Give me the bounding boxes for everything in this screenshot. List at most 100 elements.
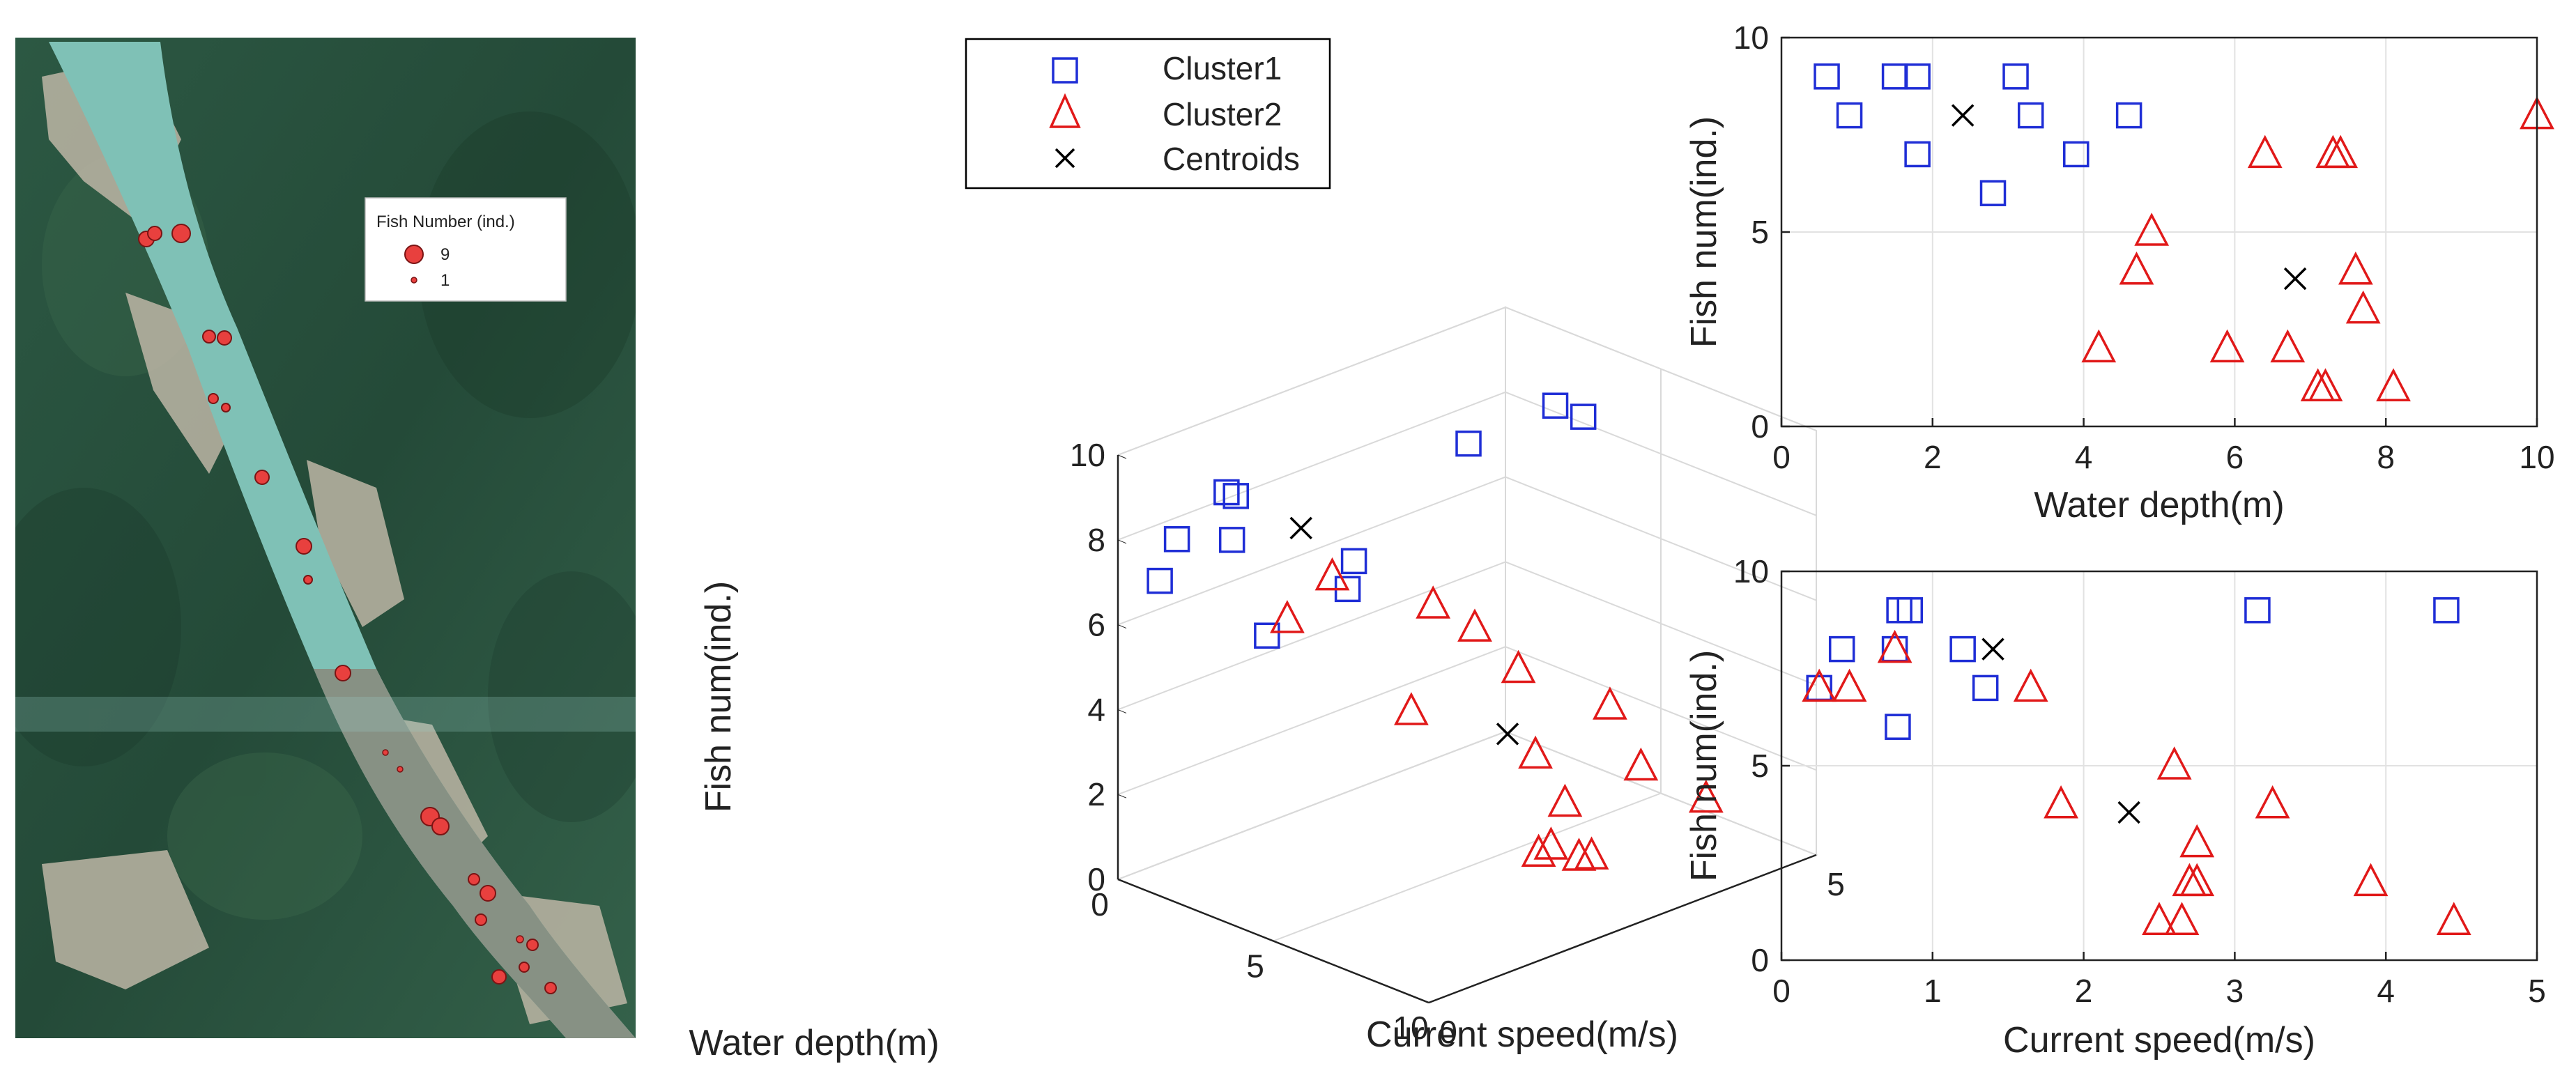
pA-xtick-label: 6 [2226, 439, 2244, 475]
cluster2-marker [2013, 668, 2048, 702]
cluster1-marker [2433, 597, 2460, 624]
p3-xgrid [1273, 792, 1662, 942]
map-legend-title: Fish Number (ind.) [376, 213, 515, 231]
cluster2-marker [1832, 668, 1867, 702]
plot-current-speed: 0 1 2 3 4 5 0 5 10 Current speed(m/s) Fish num(i… [1684, 553, 2546, 1060]
cluster1-marker [1147, 567, 1173, 594]
fish-point [468, 873, 480, 886]
fish-points [138, 224, 557, 994]
fish-point [254, 470, 270, 485]
pB-xtick-label: 4 [2377, 973, 2395, 1009]
pA-xtick-label: 2 [1924, 439, 1942, 475]
cluster1-marker [1163, 526, 1190, 553]
p3-ztick [1117, 794, 1127, 799]
pB-ytick-label: 0 [1751, 942, 1769, 978]
p3-axes [1117, 455, 1817, 1004]
cluster1-marker [1828, 635, 1855, 663]
pB-ylabel: Fish num(ind.) [1684, 650, 1724, 881]
cluster2-marker [1561, 838, 1597, 871]
fish-point [221, 403, 231, 412]
pA-ticks: 0 2 4 6 8 10 0 5 10 [1733, 20, 2555, 475]
p3-ytick-label: 5 [1827, 866, 1845, 902]
pB-ytick-label: 5 [1751, 748, 1769, 784]
cluster2-marker [1688, 779, 1724, 813]
p3-ztick-label: 6 [1087, 607, 1105, 643]
cluster2-marker [2255, 785, 2290, 819]
cluster2-marker [2134, 213, 2170, 246]
fish-point [519, 962, 530, 973]
cluster1-marker [1979, 180, 2007, 206]
pA-xtick-label: 8 [2377, 439, 2395, 475]
cluster1-marker [1218, 527, 1245, 553]
cluster2-marker [1518, 735, 1553, 769]
pA-frame [1780, 36, 2538, 428]
fish-point [171, 224, 191, 243]
cluster2-marker [2323, 134, 2359, 169]
fish-point [382, 749, 389, 756]
cluster2-marker [1521, 833, 1556, 867]
pA-xtick-label: 10 [2519, 439, 2554, 475]
pB-xtick-label: 1 [1924, 973, 1942, 1009]
fish-point [431, 817, 450, 835]
pB-xlabel: Current speed(m/s) [2003, 1020, 2315, 1060]
plot-3d: 0 2 4 6 8 10 0 5 10 0 5 Fish num(ind.) Water depth… [689, 306, 1845, 1063]
fish-point [303, 575, 313, 585]
centroid-marker [1289, 516, 1312, 540]
cluster2-marker [2081, 329, 2117, 363]
map-legend-small-label: 1 [440, 271, 450, 290]
p3-ztick-label: 8 [1087, 522, 1105, 558]
pB-xtick-label: 0 [1772, 973, 1791, 1009]
legend-square-icon [1052, 57, 1078, 84]
cluster2-marker [2345, 290, 2381, 324]
map-panel: Fish Number (ind.) 9 1 [15, 38, 636, 1038]
cluster1-marker [1904, 63, 1931, 90]
plot-water-depth: 0 2 4 6 8 10 0 5 10 Water depth(m) Fish num(ind.… [1684, 20, 2555, 525]
cluster2-marker [2209, 329, 2245, 363]
river [49, 42, 636, 1038]
p3-ztick [1117, 624, 1127, 629]
p3-yaxis [1428, 854, 1817, 1004]
cluster1-marker [2002, 63, 2029, 90]
cluster1-marker [2063, 141, 2090, 168]
pB-frame [1780, 570, 2538, 962]
centroid-marker [1496, 723, 1519, 746]
cluster2-marker [2353, 863, 2389, 897]
cluster2-marker [1593, 686, 1627, 720]
cluster2-marker [2156, 746, 2192, 780]
centroid-marker [1981, 638, 2004, 661]
cluster1-marker [1542, 392, 1569, 419]
p3-ytick-label: 0 [1439, 1014, 1457, 1050]
p3-marks [1147, 392, 1724, 871]
map-legend-large-marker [404, 245, 424, 264]
fish-point [516, 935, 524, 943]
fish-point [475, 913, 487, 926]
cluster2-marker [1877, 629, 1912, 663]
cluster2-marker [2376, 368, 2411, 401]
p3-grid [1116, 306, 1818, 1004]
cluster2-marker [2044, 785, 2078, 819]
cluster2-marker [1802, 668, 1837, 702]
cluster2-marker [2308, 368, 2343, 401]
cluster2-marker [2164, 902, 2200, 935]
cluster1-marker [2115, 102, 2142, 129]
pA-xlabel: Water depth(m) [2034, 485, 2284, 525]
cluster2-marker [1457, 608, 1492, 642]
pA-ytick-label: 5 [1751, 214, 1769, 250]
centroid-marker [2117, 801, 2140, 824]
cluster1-marker [2017, 102, 2044, 129]
legend-cluster1-label: Cluster1 [1163, 50, 1282, 86]
p3-ztick [1117, 709, 1127, 713]
cluster1-marker [1222, 483, 1249, 509]
p3-ztick [1117, 454, 1127, 459]
centroid-marker [2283, 267, 2307, 291]
pA-xtick-label: 0 [1772, 439, 1791, 475]
fish-point [491, 969, 507, 985]
fish-point [296, 538, 312, 555]
cluster2-marker [1501, 649, 1536, 684]
p3-ztick-label: 10 [1070, 437, 1105, 473]
cluster1-marker [1570, 403, 1597, 430]
p3-xtick-label: 5 [1246, 948, 1264, 985]
p3-xtick-label: 10 [1393, 1010, 1428, 1046]
cluster2-marker [2179, 863, 2215, 897]
